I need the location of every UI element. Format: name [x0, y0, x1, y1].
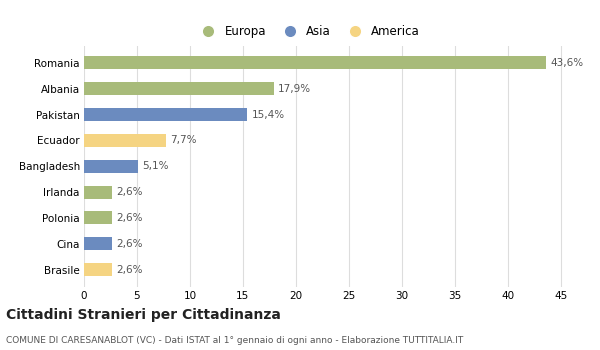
Text: 2,6%: 2,6% [116, 187, 142, 197]
Bar [84, 237, 112, 250]
Text: 15,4%: 15,4% [251, 110, 284, 120]
Legend: Europa, Asia, America: Europa, Asia, America [191, 20, 425, 42]
Bar [84, 186, 112, 198]
Text: 2,6%: 2,6% [116, 213, 142, 223]
Bar [84, 56, 546, 69]
Bar [84, 134, 166, 147]
Text: 5,1%: 5,1% [142, 161, 169, 171]
Text: COMUNE DI CARESANABLOT (VC) - Dati ISTAT al 1° gennaio di ogni anno - Elaborazio: COMUNE DI CARESANABLOT (VC) - Dati ISTAT… [6, 336, 463, 345]
Text: 2,6%: 2,6% [116, 239, 142, 249]
Bar [84, 263, 112, 276]
Text: 43,6%: 43,6% [550, 58, 583, 68]
Text: 7,7%: 7,7% [170, 135, 196, 145]
Text: 17,9%: 17,9% [278, 84, 311, 94]
Text: Cittadini Stranieri per Cittadinanza: Cittadini Stranieri per Cittadinanza [6, 308, 281, 322]
Bar [84, 211, 112, 224]
Bar [84, 108, 247, 121]
Bar [84, 82, 274, 95]
Text: 2,6%: 2,6% [116, 265, 142, 274]
Bar [84, 160, 138, 173]
